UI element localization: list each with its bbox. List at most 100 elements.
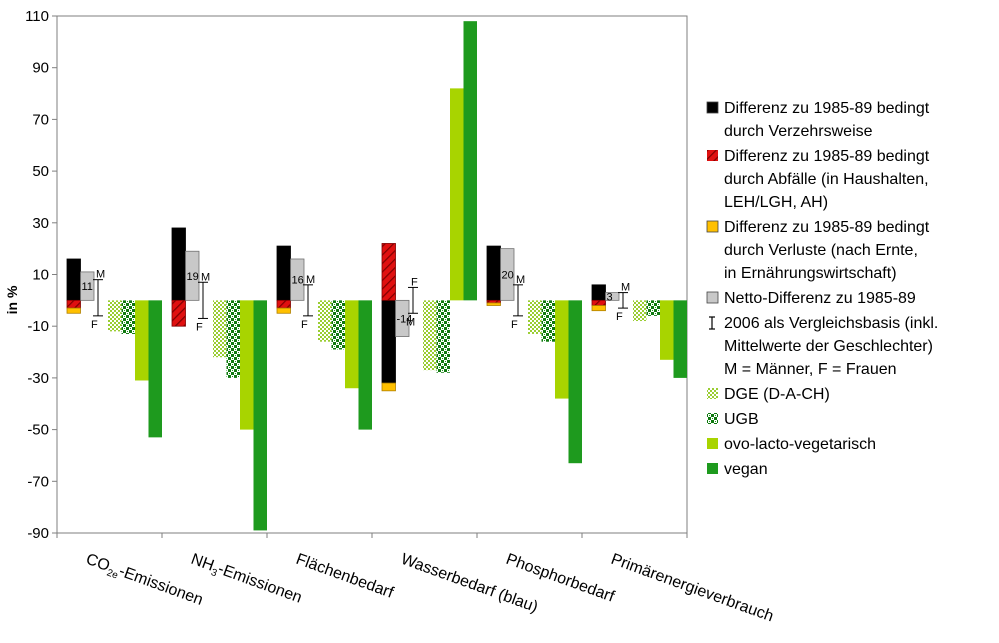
- bar-ovo: [450, 88, 464, 301]
- errorbar-bottom-label: F: [511, 319, 518, 331]
- bar-dge: [528, 300, 542, 334]
- bar-ugb: [436, 300, 450, 373]
- bar-dge: [213, 300, 227, 358]
- bar-vegan: [148, 300, 162, 438]
- bar-abfall: [381, 243, 396, 301]
- errorbar-top-label: F: [411, 276, 418, 288]
- bar-verzehr: [276, 245, 291, 301]
- bar-vegan: [253, 300, 267, 531]
- legend-label-verlust: in Ernährungswirtschaft): [724, 265, 897, 282]
- category-label: Flächenbedarf: [294, 551, 396, 602]
- legend-label-verlust: Differenz zu 1985-89 bedingt: [724, 219, 930, 236]
- bar-verzehr: [591, 284, 606, 301]
- legend-label-abfall: durch Abfälle (in Haushalten,: [724, 171, 929, 188]
- errorbar-bottom-label: F: [301, 319, 308, 331]
- legend-label-abfall: Differenz zu 1985-89 bedingt: [724, 148, 930, 165]
- legend-label-basis: 2006 als Vergleichsbasis (inkl.: [724, 315, 938, 332]
- bar-verlust: [486, 302, 501, 306]
- bar-verlust: [66, 307, 81, 314]
- y-tick-label: 50: [32, 163, 49, 180]
- y-tick-label: 90: [32, 60, 49, 77]
- bar-vegan: [358, 300, 372, 430]
- bar-ugb: [541, 300, 555, 342]
- bar-abfall: [171, 299, 186, 327]
- category-label-main: Flächenbedarf: [294, 551, 396, 602]
- legend-label-ovo: ovo-lacto-vegetarisch: [724, 436, 876, 453]
- category-label-subscript: 3: [209, 567, 218, 579]
- y-tick-label: -90: [27, 525, 49, 542]
- legend: Differenz zu 1985-89 bedingt durch Verzeh…: [706, 100, 938, 478]
- bar-netto: [605, 292, 620, 301]
- bar-dge: [108, 300, 122, 332]
- legend-swatch-verzehr: [706, 101, 719, 114]
- bar-dge: [633, 300, 647, 322]
- y-axis-label: in %: [4, 285, 20, 314]
- legend-label-verlust: durch Verluste (nach Ernte,: [724, 242, 918, 259]
- bar-verzehr: [381, 299, 396, 384]
- bar-verlust: [381, 382, 396, 392]
- bar-netto: [395, 299, 410, 337]
- bar-verzehr: [66, 258, 81, 301]
- bar-vegan: [568, 300, 582, 464]
- errorbar-bottom-label: M: [406, 316, 415, 328]
- netto-label: 20: [502, 270, 514, 282]
- category-label: CO2e-Emissionen: [83, 551, 206, 612]
- bar-netto: [500, 248, 515, 301]
- errorbar-top-label: M: [201, 271, 210, 283]
- netto-label: -14: [397, 313, 413, 325]
- category-label-main: NH: [189, 551, 217, 575]
- bar-verlust: [591, 305, 606, 312]
- bar-abfall: [66, 299, 81, 309]
- plot-frame: [56, 15, 688, 534]
- y-axis: 110 90 70 50 30 10 -10 -30 -50 -70 -90: [25, 8, 688, 542]
- category-label-suffix: -Emissionen: [117, 563, 206, 609]
- errorbar-top-label: M: [96, 269, 105, 281]
- plot-area: [56, 15, 688, 534]
- legend-label-vegan: vegan: [724, 461, 768, 478]
- legend-label-dge: DGE (D-A-CH): [724, 386, 830, 403]
- legend-swatch-netto: [706, 291, 719, 304]
- category-label: NH3-Emissionen: [188, 551, 305, 610]
- bar-vegan: [463, 21, 477, 301]
- netto-label: 19: [187, 271, 199, 283]
- bar-netto: [80, 271, 95, 301]
- legend-label-basis: Mittelwerte der Geschlechter): [724, 338, 933, 355]
- category-label-subscript: 2e: [105, 567, 120, 581]
- y-tick-label: 70: [32, 111, 49, 128]
- y-tick-label: -50: [27, 422, 49, 439]
- legend-swatch-ovo: [707, 438, 718, 449]
- bar-verzehr: [171, 227, 186, 301]
- bar-dge: [318, 300, 332, 342]
- bar-verlust: [276, 307, 291, 314]
- netto-label: 16: [292, 275, 304, 287]
- legend-label-verzehr: Differenz zu 1985-89 bedingt: [724, 100, 930, 117]
- y-tick-label: 10: [32, 267, 49, 284]
- bar-ovo: [135, 300, 149, 381]
- legend-label-abfall: LEH/LGH, AH): [724, 194, 828, 211]
- legend-label-netto: Netto-Differenz zu 1985-89: [724, 290, 916, 307]
- netto-label: 3: [607, 291, 613, 303]
- category-label-main: Primärenergieverbrauch: [609, 551, 776, 626]
- bar-abfall: [591, 299, 606, 306]
- errorbar-top-label: M: [621, 282, 630, 294]
- errorbar-bottom-label: F: [91, 319, 98, 331]
- y-tick-label: -70: [27, 473, 49, 490]
- bar-ugb: [331, 300, 345, 350]
- y-tick-label: 30: [32, 215, 49, 232]
- bar-ugb: [646, 300, 660, 316]
- y-tick-label: -10: [27, 318, 49, 335]
- category-label: Primärenergieverbrauch: [609, 551, 776, 626]
- errorbar-top-label: M: [306, 274, 315, 286]
- y-tick-label: 110: [25, 8, 49, 25]
- bar-ovo: [660, 300, 674, 360]
- bar-ugb: [226, 300, 240, 378]
- legend-label-basis: M = Männer, F = Frauen: [724, 361, 897, 378]
- bars: [66, 21, 687, 531]
- legend-label-verzehr: durch Verzehrsweise: [724, 123, 873, 140]
- bar-abfall: [276, 299, 291, 309]
- legend-swatch-verlust: [706, 220, 719, 233]
- errorbar-bottom-label: F: [616, 311, 623, 323]
- bar-dge: [423, 300, 437, 371]
- bar-vegan: [673, 300, 687, 378]
